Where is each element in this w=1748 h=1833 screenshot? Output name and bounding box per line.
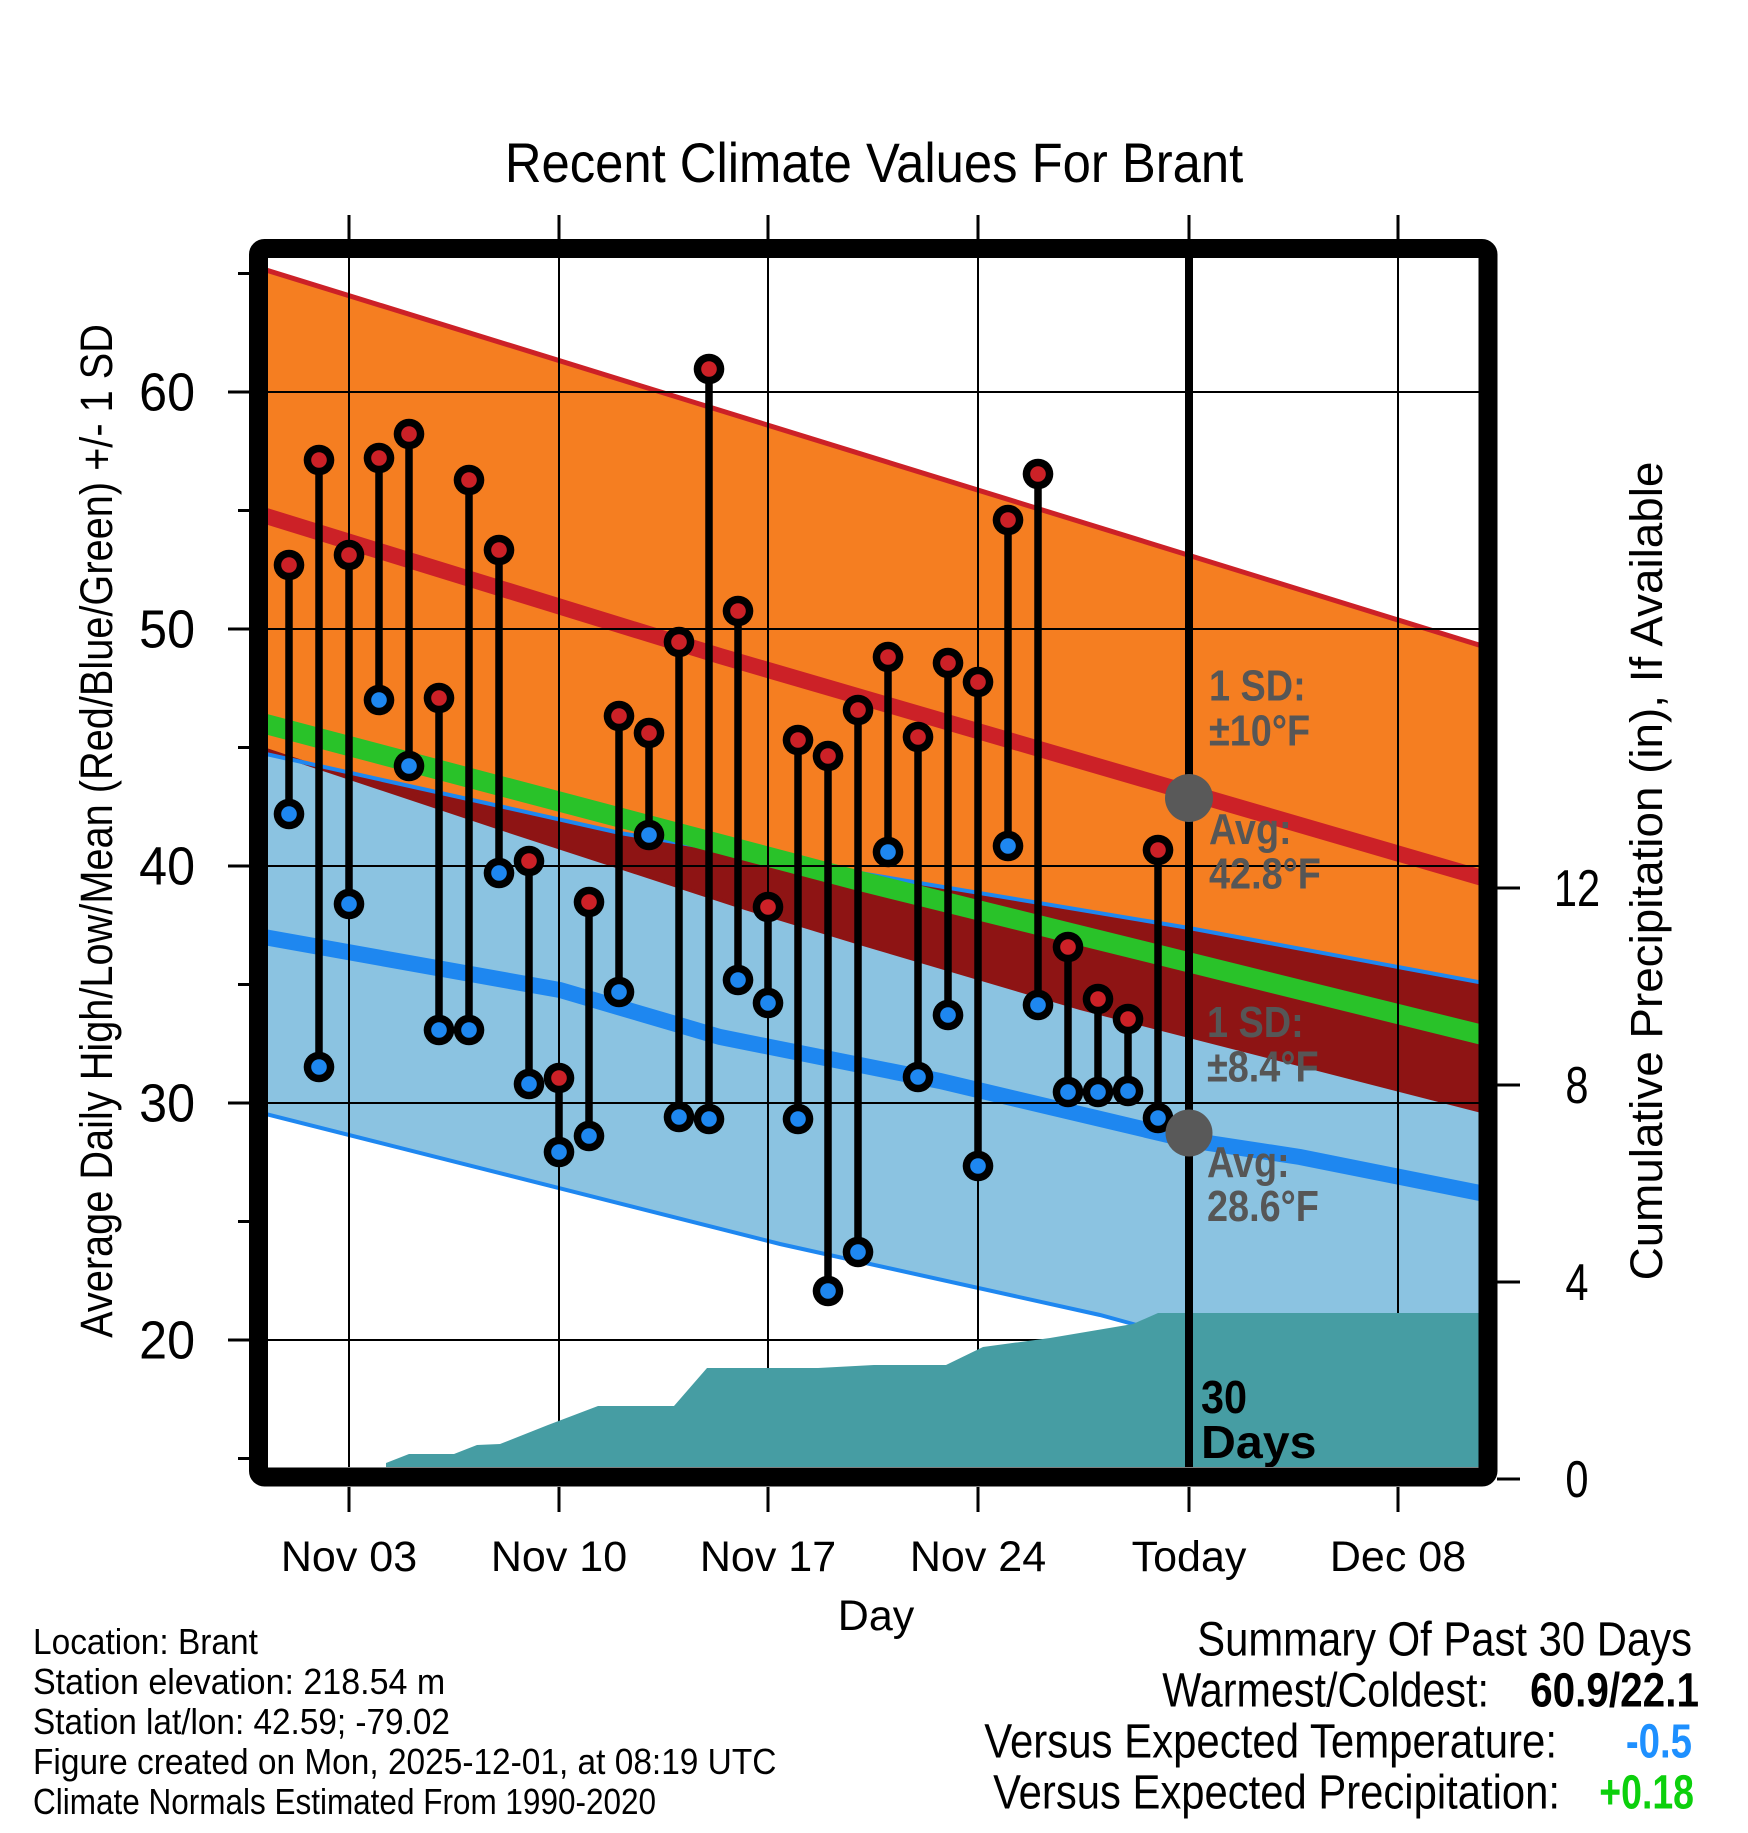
svg-text:Versus Expected Precipitation:: Versus Expected Precipitation:: [993, 1765, 1560, 1819]
svg-text:Nov 17: Nov 17: [700, 1533, 836, 1581]
svg-text:Summary Of Past 30 Days: Summary Of Past 30 Days: [1197, 1612, 1692, 1666]
svg-text:Nov 03: Nov 03: [281, 1533, 417, 1581]
svg-text:Figure created on Mon, 2025-12: Figure created on Mon, 2025-12-01, at 08…: [33, 1743, 776, 1782]
svg-text:±10°F: ±10°F: [1209, 706, 1310, 755]
svg-text:4: 4: [1565, 1253, 1588, 1312]
svg-text:Location: Brant: Location: Brant: [33, 1623, 258, 1662]
svg-text:12: 12: [1554, 859, 1600, 918]
svg-text:Avg:: Avg:: [1209, 804, 1292, 853]
svg-text:Warmest/Coldest:: Warmest/Coldest:: [1162, 1664, 1489, 1718]
svg-text:Station lat/lon: 42.59; -79.02: Station lat/lon: 42.59; -79.02: [33, 1703, 450, 1742]
svg-text:Versus Expected Temperature:: Versus Expected Temperature:: [984, 1714, 1557, 1768]
svg-text:Days: Days: [1201, 1416, 1316, 1468]
svg-text:Cumulative Precipitation (in),: Cumulative Precipitation (in), If Availa…: [1621, 462, 1672, 1281]
svg-text:30: 30: [139, 1074, 195, 1134]
svg-text:40: 40: [139, 837, 195, 897]
svg-text:0: 0: [1565, 1450, 1588, 1509]
svg-text:1 SD:: 1 SD:: [1209, 661, 1306, 710]
svg-text:Average Daily High/Low/Mean (R: Average Daily High/Low/Mean (Red/Blue/Gr…: [72, 324, 122, 1338]
svg-text:Dec 08: Dec 08: [1330, 1533, 1466, 1581]
svg-text:28.6°F: 28.6°F: [1207, 1181, 1319, 1230]
svg-text:Nov 10: Nov 10: [491, 1533, 627, 1581]
svg-text:Avg:: Avg:: [1207, 1137, 1290, 1186]
svg-text:1 SD:: 1 SD:: [1207, 997, 1304, 1046]
svg-text:-0.5: -0.5: [1626, 1716, 1692, 1769]
svg-text:50: 50: [139, 600, 195, 660]
svg-text:60.9/22.1: 60.9/22.1: [1530, 1664, 1699, 1717]
svg-text:Nov 24: Nov 24: [910, 1533, 1046, 1581]
svg-text:±8.4°F: ±8.4°F: [1207, 1042, 1319, 1091]
svg-text:20: 20: [139, 1311, 195, 1371]
svg-text:Climate Normals Estimated From: Climate Normals Estimated From 1990-2020: [33, 1782, 656, 1822]
svg-text:Day: Day: [838, 1592, 915, 1640]
svg-text:Station elevation: 218.54 m: Station elevation: 218.54 m: [33, 1662, 445, 1702]
svg-text:Today: Today: [1132, 1533, 1247, 1581]
svg-text:Recent Climate Values For Bran: Recent Climate Values For Brant: [505, 133, 1244, 195]
svg-text:60: 60: [139, 363, 195, 423]
svg-text:+0.18: +0.18: [1599, 1766, 1694, 1820]
svg-text:42.8°F: 42.8°F: [1209, 849, 1321, 898]
svg-text:8: 8: [1565, 1056, 1588, 1115]
svg-text:30: 30: [1201, 1372, 1247, 1424]
